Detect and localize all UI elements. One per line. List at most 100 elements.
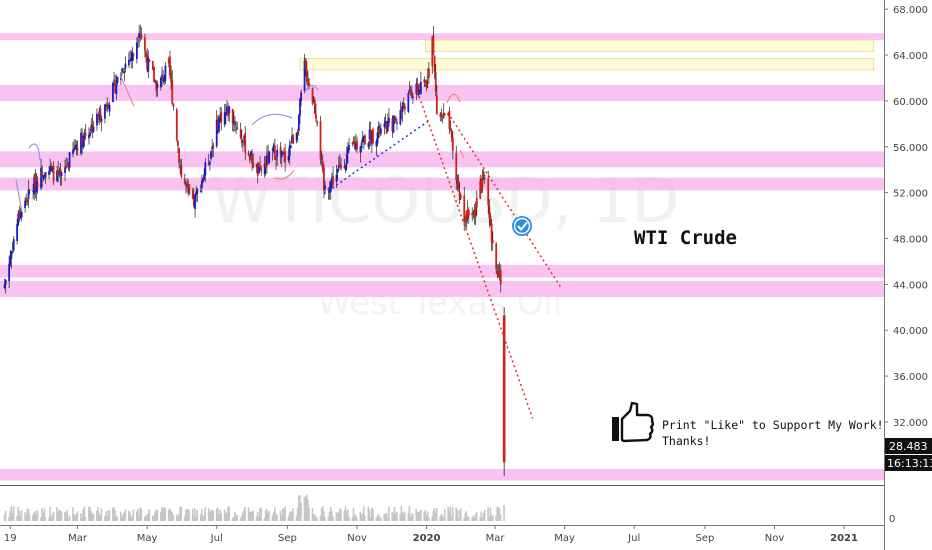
volume-bar (180, 507, 183, 521)
volume-bar (272, 511, 275, 521)
volume-bar (289, 511, 292, 521)
volume-bar (25, 514, 27, 521)
candle-body (340, 165, 342, 169)
time-axis[interactable]: 19 Mar May Jul Sep Nov 2020 Mar May Jul Sep Nov 2021 (4, 525, 858, 544)
time-tick-label: Jul (627, 533, 640, 544)
time-tick-label: Sep (695, 533, 714, 544)
candle-body (9, 256, 12, 266)
candle-body (283, 151, 285, 154)
candle-body (339, 163, 341, 167)
volume-bar (345, 511, 348, 521)
candle-body (12, 239, 15, 251)
volume-bar (394, 514, 397, 521)
candle-body (114, 81, 117, 93)
volume-bar (360, 514, 363, 521)
volume-bar (367, 506, 370, 521)
price-tick-label: 56.000 (893, 143, 928, 154)
volume-bar (332, 516, 334, 521)
volume-bar (9, 511, 11, 521)
volume-bar (74, 516, 76, 521)
candle-body (316, 121, 318, 124)
volume-bar (344, 506, 347, 521)
volume-bar (348, 516, 350, 521)
candle-body (208, 161, 211, 165)
candle-body (148, 60, 151, 63)
arc-marker (28, 143, 41, 161)
volume-bar (32, 514, 34, 521)
volume-bar (491, 514, 494, 521)
candle-body (481, 175, 484, 188)
dotted-trendline (449, 116, 562, 289)
volume-bar (279, 511, 282, 521)
candle-body (447, 112, 450, 116)
volume-bar (64, 511, 66, 521)
volume-bar (496, 506, 499, 521)
candle-body (124, 63, 127, 69)
volume-bar (239, 517, 242, 521)
volume-bar (57, 512, 59, 521)
volume-bar (399, 513, 402, 521)
candle-body (210, 151, 212, 159)
candle-body (64, 167, 66, 173)
candle-body (236, 127, 239, 129)
candle-body (211, 147, 214, 150)
candle-body (251, 153, 253, 165)
volume-bar (80, 513, 82, 521)
volume-bar (35, 514, 38, 521)
volume-bar (455, 507, 457, 521)
volume-bar (139, 507, 141, 521)
candle-body (281, 152, 284, 154)
candle-body (380, 128, 382, 134)
volume-bar (432, 510, 435, 521)
candle-body (279, 146, 282, 154)
volume-bar (409, 516, 412, 521)
candle-body (121, 68, 123, 72)
candle-body (305, 69, 308, 82)
candle-body (499, 269, 502, 285)
candle-body (324, 185, 326, 190)
volume-bar (320, 508, 323, 521)
volume-bar (235, 515, 237, 521)
volume-bar (490, 516, 493, 521)
volume-bar (313, 513, 316, 521)
candle-body (242, 141, 244, 143)
volume-bar (207, 508, 210, 521)
candle-body (260, 167, 263, 172)
candle-body (451, 137, 454, 151)
volume-bar (155, 509, 157, 521)
candle-body (191, 190, 194, 199)
volume-bar (336, 513, 339, 521)
volume-bar (44, 516, 47, 521)
candle-body (104, 104, 106, 119)
candle-body (131, 51, 134, 61)
candle-body (11, 251, 14, 253)
volume-bar (68, 515, 71, 521)
volume-bar (489, 507, 492, 521)
candle-body (488, 205, 491, 219)
volume-bar (204, 507, 207, 521)
time-tick-label: Mar (486, 533, 506, 544)
candle-body (59, 168, 62, 176)
volume-bar (105, 511, 107, 521)
candle-body (377, 126, 380, 131)
dotted-trendline (323, 120, 429, 195)
volume-bar (208, 510, 211, 521)
volume-bar (503, 505, 505, 521)
volume-bar (108, 509, 111, 521)
last-price-label: 28.483 (889, 440, 928, 453)
price-axis[interactable]: 68.000 64.000 60.000 56.000 52.000 48.000 44.0… (884, 5, 928, 429)
candle-body (271, 148, 274, 151)
sr-zone (0, 280, 884, 297)
volume-bar (187, 509, 189, 521)
candle-body (275, 158, 277, 160)
candle-body (18, 210, 21, 220)
candle-body (490, 223, 493, 243)
candle-body (68, 152, 71, 168)
candle-body (154, 80, 157, 82)
candle-body (267, 154, 269, 165)
volume-bar (33, 512, 35, 521)
candle-body (383, 123, 386, 128)
candle-body (58, 171, 61, 173)
volume-bar (66, 509, 68, 521)
